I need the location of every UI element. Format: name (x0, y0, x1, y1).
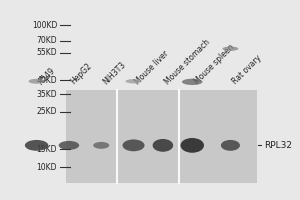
Text: 35KD: 35KD (37, 90, 57, 99)
Ellipse shape (28, 79, 45, 84)
Ellipse shape (222, 47, 239, 51)
Text: 10KD: 10KD (37, 163, 57, 172)
Ellipse shape (221, 140, 240, 151)
Text: Mouse stomach: Mouse stomach (163, 37, 212, 86)
Text: Rat ovary: Rat ovary (230, 54, 263, 86)
Text: 25KD: 25KD (37, 107, 57, 116)
Ellipse shape (93, 142, 109, 149)
Ellipse shape (182, 79, 202, 85)
Text: 70KD: 70KD (37, 36, 57, 45)
Text: HepG2: HepG2 (69, 62, 94, 86)
Text: A549: A549 (37, 66, 57, 86)
Text: NIH3T3: NIH3T3 (101, 60, 128, 86)
FancyBboxPatch shape (66, 90, 257, 183)
Ellipse shape (25, 140, 48, 151)
Text: RPL32: RPL32 (264, 141, 292, 150)
Text: 100KD: 100KD (32, 21, 57, 30)
Text: 55KD: 55KD (37, 48, 57, 57)
Text: Mouse spleen: Mouse spleen (192, 43, 236, 86)
Ellipse shape (125, 79, 142, 83)
Ellipse shape (181, 138, 204, 153)
Text: 15KD: 15KD (37, 145, 57, 154)
Ellipse shape (122, 139, 145, 151)
Ellipse shape (153, 139, 173, 152)
Ellipse shape (58, 141, 79, 150)
Text: Mouse liver: Mouse liver (134, 49, 171, 86)
Text: 40KD: 40KD (37, 76, 57, 85)
